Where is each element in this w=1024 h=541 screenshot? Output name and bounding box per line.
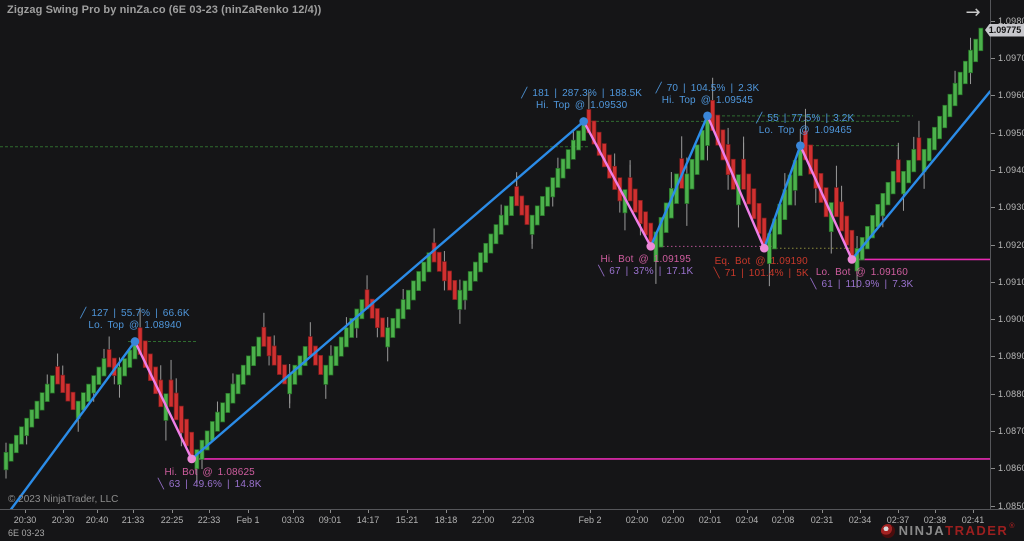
current-price-marker: 1.09775 — [985, 23, 1024, 37]
price-tick — [991, 431, 995, 432]
instrument-label: 6E 03-23 — [8, 528, 45, 538]
price-tick — [991, 281, 995, 283]
time-tick-label: 02:34 — [848, 515, 872, 525]
logo-registered-mark: ® — [1009, 523, 1016, 530]
time-tick — [483, 510, 484, 513]
time-tick — [637, 510, 638, 513]
time-tick — [860, 510, 861, 513]
time-tick-label: 22:25 — [160, 515, 184, 525]
time-tick — [898, 510, 899, 513]
price-tick — [991, 58, 995, 59]
price-tick — [991, 132, 995, 134]
price-tick — [991, 20, 995, 22]
renko-svg — [0, 27, 990, 509]
time-tick-label: 22:33 — [197, 515, 221, 525]
time-tick — [673, 510, 674, 513]
time-tick-label: 15:21 — [395, 515, 419, 525]
price-tick-label: 1.08700 — [998, 426, 1024, 436]
time-tick-label: 22:00 — [471, 515, 495, 525]
time-tick — [446, 510, 447, 513]
time-tick — [63, 510, 64, 513]
price-tick — [991, 468, 995, 470]
price-axis[interactable]: 1.09775 1.09800 1.09700 1.09600 1.09500 1.09… — [985, 0, 1024, 511]
price-tick — [991, 95, 995, 97]
time-tick-label: 14:17 — [356, 515, 380, 525]
time-tick — [747, 510, 748, 513]
price-tick-label: 1.08800 — [998, 388, 1024, 399]
time-tick — [710, 510, 711, 513]
chart-title: Zigzag Swing Pro by ninZa.co (6E 03-23 (… — [7, 4, 322, 16]
time-tick — [590, 510, 591, 513]
time-tick-label: 02:00 — [661, 515, 685, 525]
time-tick-label: 02:00 — [625, 515, 649, 525]
time-tick — [25, 510, 26, 513]
price-tick-label: 1.08600 — [998, 463, 1024, 474]
time-axis[interactable]: 6E 03-23 NINJA TRADER ® 20:30 20:30 20:40 21:… — [0, 509, 1024, 541]
price-tick — [991, 505, 995, 507]
time-tick — [293, 510, 294, 513]
time-tick — [368, 510, 369, 513]
time-tick-label: 09:01 — [318, 515, 342, 525]
price-tick-label: 1.09500 — [998, 127, 1024, 138]
ninjatrader-icon — [880, 523, 895, 538]
time-tick — [407, 510, 408, 513]
price-tick-label: 1.08500 — [998, 500, 1024, 511]
price-tick — [991, 319, 995, 321]
time-tick-label: 02:37 — [886, 515, 910, 525]
time-tick-label: 02:38 — [923, 515, 947, 525]
time-tick-label: 20:30 — [13, 515, 37, 525]
copyright-label: © 2023 NinjaTrader, LLC — [8, 494, 119, 505]
time-tick-label: 02:31 — [810, 515, 834, 525]
price-tick — [991, 393, 995, 395]
time-tick — [973, 510, 974, 513]
time-tick-label: Feb 2 — [578, 515, 602, 525]
time-tick-label: 20:30 — [51, 515, 75, 525]
price-tick-label: 1.09000 — [998, 314, 1024, 325]
ninjatrader-logo: NINJA TRADER ® — [880, 523, 1016, 538]
time-tick — [523, 510, 524, 513]
time-tick — [330, 510, 331, 513]
time-tick — [133, 510, 134, 513]
time-tick — [935, 510, 936, 513]
time-tick-label: 18:18 — [434, 515, 458, 525]
current-price-value: 1.09775 — [988, 24, 1022, 35]
time-tick — [209, 510, 210, 513]
time-tick — [248, 510, 249, 513]
price-tick-label: 1.09700 — [998, 53, 1024, 63]
logo-text-ninja: NINJA — [898, 523, 946, 538]
time-tick-label: 03:03 — [281, 515, 305, 525]
time-tick-label: 02:01 — [698, 515, 722, 525]
time-tick-label: 20:40 — [85, 515, 109, 525]
time-tick — [822, 510, 823, 513]
time-tick — [172, 510, 173, 513]
time-tick-label: Feb 1 — [236, 515, 260, 525]
time-tick-label: 22:03 — [511, 515, 535, 525]
chart-plot-area[interactable]: ╱ 127 | 55.7% | 66.6K Lo. Top @ 1.08940 Hi… — [0, 0, 990, 509]
time-tick-label: 02:04 — [735, 515, 759, 525]
price-tick-label: 1.09400 — [998, 164, 1024, 175]
time-tick-label: 02:08 — [771, 515, 795, 525]
time-tick — [783, 510, 784, 513]
logo-text-trader: TRADER — [945, 523, 1009, 538]
price-tick — [991, 356, 995, 358]
price-tick — [991, 244, 995, 246]
jump-to-latest-button[interactable]: → — [958, 2, 988, 24]
price-tick-label: 1.09600 — [998, 90, 1024, 101]
time-tick-label: 21:33 — [121, 515, 145, 525]
time-tick-label: 02:41 — [961, 515, 985, 525]
price-tick-label: 1.09300 — [998, 202, 1024, 213]
price-tick-label: 1.09200 — [998, 239, 1024, 250]
price-tick-label: 1.08900 — [998, 351, 1024, 362]
price-tick — [991, 169, 995, 171]
price-tick — [991, 207, 995, 209]
price-tick-label: 1.09800 — [998, 15, 1024, 26]
time-tick — [97, 510, 98, 513]
price-tick-label: 1.09100 — [998, 276, 1024, 287]
